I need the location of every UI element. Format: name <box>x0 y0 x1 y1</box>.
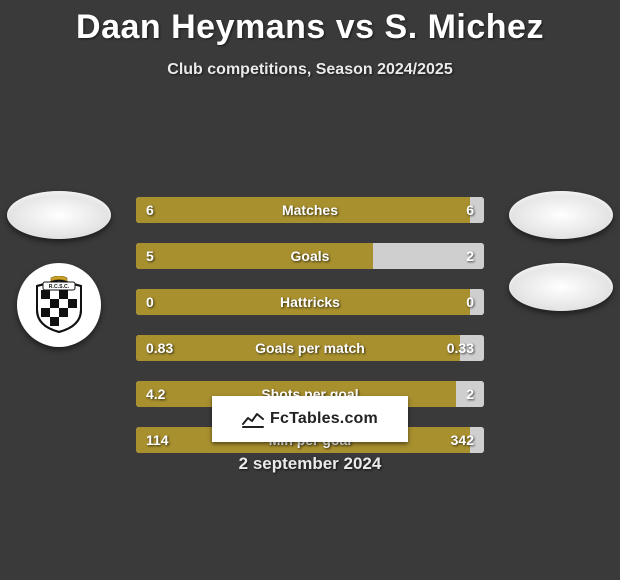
stat-label: Goals <box>136 243 484 269</box>
date-label: 2 september 2024 <box>0 454 620 474</box>
subtitle: Club competitions, Season 2024/2025 <box>0 61 620 79</box>
club-badge-left: R.C.S.C. <box>17 263 101 347</box>
brand-badge: FcTables.com <box>212 396 408 442</box>
club-badge-placeholder <box>509 263 613 311</box>
player-photo-placeholder <box>7 191 111 239</box>
right-player-logos <box>506 191 616 311</box>
stat-label: Matches <box>136 197 484 223</box>
player-photo-placeholder <box>509 191 613 239</box>
page-title: Daan Heymans vs S. Michez <box>0 0 620 47</box>
chart-icon <box>242 410 264 428</box>
stat-label: Hattricks <box>136 289 484 315</box>
stat-row: 00Hattricks <box>136 289 484 315</box>
stat-row: 66Matches <box>136 197 484 223</box>
brand-text: FcTables.com <box>270 410 378 428</box>
stat-row: 52Goals <box>136 243 484 269</box>
shield-icon: R.C.S.C. <box>33 276 85 334</box>
stat-label: Goals per match <box>136 335 484 361</box>
club-badge-text: R.C.S.C. <box>49 284 70 290</box>
stat-row: 0.830.33Goals per match <box>136 335 484 361</box>
left-player-logos: R.C.S.C. <box>4 191 114 347</box>
